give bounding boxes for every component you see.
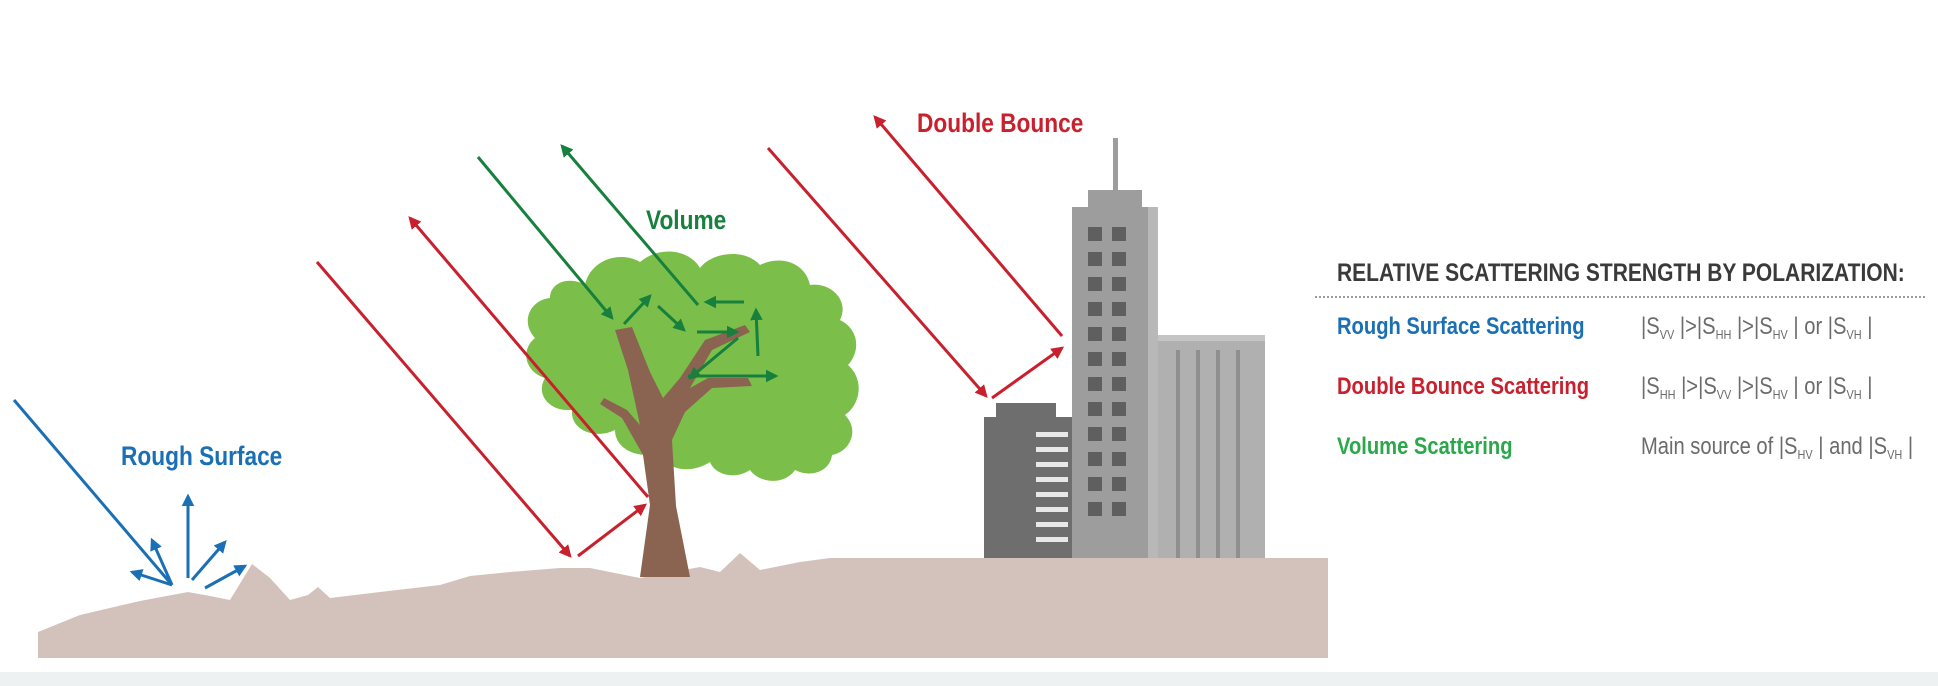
formula-term: VV bbox=[1659, 327, 1675, 342]
formula-term: VH bbox=[1887, 447, 1903, 462]
arrow-icon bbox=[688, 336, 739, 380]
legend-row-volume: Volume Scattering Main source of |SHV | … bbox=[1315, 418, 1925, 478]
legend-row-name-text: Double Bounce Scattering bbox=[1337, 373, 1590, 400]
bottom-strip bbox=[0, 672, 1938, 686]
arrow-icon bbox=[991, 346, 1065, 400]
arrow-icon bbox=[408, 216, 650, 498]
building-icon bbox=[984, 138, 1265, 558]
formula-separator: > bbox=[1686, 373, 1699, 400]
building-left-stripes bbox=[1036, 432, 1068, 542]
building-left bbox=[984, 417, 1072, 558]
double-bounce-arrows bbox=[315, 115, 1065, 558]
arrow-icon bbox=[622, 294, 652, 326]
ground-terrain bbox=[38, 553, 1328, 658]
formula-term: HH bbox=[1715, 327, 1732, 342]
arrow-icon bbox=[12, 399, 174, 586]
formula-term: HV bbox=[1772, 387, 1788, 402]
arrow-icon bbox=[150, 537, 174, 586]
arrow-icon bbox=[656, 304, 686, 332]
label-double-bounce-text: Double Bounce bbox=[917, 108, 1084, 138]
legend-row-name-text: Volume Scattering bbox=[1337, 433, 1513, 460]
volume-arrows bbox=[476, 144, 779, 383]
label-volume: Volume bbox=[646, 205, 742, 235]
formula-term: VH bbox=[1846, 327, 1862, 342]
legend-row-name-text: Rough Surface Scattering bbox=[1337, 313, 1585, 340]
legend-row-name: Rough Surface Scattering bbox=[1337, 312, 1632, 342]
legend-row-formula: |SHH |>|SVV |>|SHV | or |SVH | bbox=[1641, 373, 1873, 402]
legend-row-formula: |SVV |>|SHH |>|SHV | or |SVH | bbox=[1641, 313, 1873, 342]
rough-surface-arrows bbox=[12, 399, 248, 590]
formula-separator: > bbox=[1685, 313, 1697, 340]
formula-term: HV bbox=[1772, 327, 1788, 342]
building-right bbox=[1158, 335, 1265, 558]
legend-row-formula: Main source of |SHV | and |SVH | bbox=[1641, 433, 1914, 462]
polarization-legend: RELATIVE SCATTERING STRENGTH BY POLARIZA… bbox=[1315, 258, 1925, 478]
arrow-icon bbox=[190, 540, 227, 581]
formula-separator: or bbox=[1804, 373, 1823, 400]
formula-separator: or bbox=[1804, 313, 1823, 340]
formula-prefix: Main source of bbox=[1641, 433, 1774, 460]
label-rough-surface: Rough Surface bbox=[121, 441, 313, 471]
arrow-icon bbox=[129, 569, 173, 587]
building-antenna bbox=[1113, 138, 1118, 190]
legend-title-text: RELATIVE SCATTERING STRENGTH BY POLARIZA… bbox=[1337, 259, 1905, 287]
formula-term: VH bbox=[1846, 387, 1862, 402]
building-right-stripes bbox=[1176, 350, 1240, 558]
label-double-bounce: Double Bounce bbox=[917, 108, 1115, 138]
arrow-icon bbox=[204, 564, 248, 590]
legend-row-rough: Rough Surface Scattering |SVV |>|SHH |>|… bbox=[1315, 298, 1925, 358]
formula-term: HV bbox=[1797, 447, 1813, 462]
arrow-icon bbox=[750, 307, 763, 357]
label-volume-text: Volume bbox=[646, 205, 727, 235]
rough-surface-notch bbox=[188, 570, 222, 597]
legend-row-name: Volume Scattering bbox=[1337, 432, 1546, 462]
label-rough-surface-text: Rough Surface bbox=[121, 441, 283, 471]
arrow-icon bbox=[476, 156, 614, 320]
formula-term: VV bbox=[1716, 387, 1732, 402]
legend-row-double: Double Bounce Scattering |SHH |>|SVV |>|… bbox=[1315, 358, 1925, 418]
legend-title: RELATIVE SCATTERING STRENGTH BY POLARIZA… bbox=[1315, 258, 1925, 298]
arrow-icon bbox=[873, 115, 1064, 337]
formula-separator: > bbox=[1742, 373, 1754, 400]
arrow-icon bbox=[560, 144, 700, 306]
building-tower-windows bbox=[1088, 227, 1126, 516]
arrow-icon bbox=[315, 261, 572, 558]
formula-separator: > bbox=[1742, 313, 1754, 340]
legend-row-name: Double Bounce Scattering bbox=[1337, 372, 1637, 402]
formula-term: HH bbox=[1659, 387, 1676, 402]
tree-trunk bbox=[600, 325, 752, 577]
formula-separator: and bbox=[1829, 433, 1863, 460]
arrow-icon bbox=[766, 147, 988, 398]
arrow-icon bbox=[577, 503, 648, 558]
